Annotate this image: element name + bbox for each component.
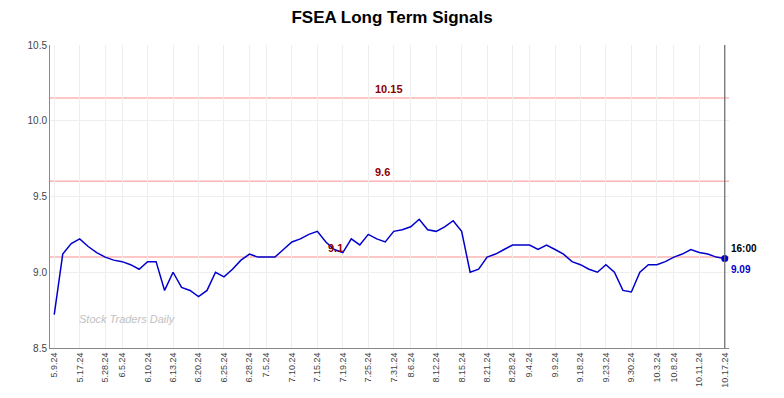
svg-text:8.12.24: 8.12.24: [431, 353, 441, 383]
svg-text:7.15.24: 7.15.24: [312, 353, 322, 383]
svg-text:8.28.24: 8.28.24: [507, 353, 517, 383]
svg-text:5.9.24: 5.9.24: [49, 353, 59, 378]
svg-text:9.6: 9.6: [375, 166, 390, 178]
svg-text:6.25.24: 6.25.24: [219, 353, 229, 383]
svg-text:9.30.24: 9.30.24: [626, 353, 636, 383]
svg-text:9.1: 9.1: [328, 242, 343, 254]
svg-text:10.5: 10.5: [28, 40, 48, 51]
svg-text:7.25.24: 7.25.24: [363, 353, 373, 383]
svg-text:5.17.24: 5.17.24: [75, 353, 85, 383]
svg-text:10.15: 10.15: [375, 83, 403, 95]
svg-text:5.28.24: 5.28.24: [100, 353, 110, 383]
svg-text:9.0: 9.0: [33, 267, 47, 278]
svg-text:6.5.24: 6.5.24: [117, 353, 127, 378]
svg-text:FSEA Long Term Signals: FSEA Long Term Signals: [291, 8, 492, 27]
svg-text:10.17.24: 10.17.24: [720, 353, 730, 388]
svg-text:7.31.24: 7.31.24: [389, 353, 399, 383]
svg-text:10.8.24: 10.8.24: [669, 353, 679, 383]
svg-text:9.18.24: 9.18.24: [575, 353, 585, 383]
svg-text:9.23.24: 9.23.24: [601, 353, 611, 383]
svg-text:9.09: 9.09: [731, 264, 751, 275]
svg-text:8.6.24: 8.6.24: [406, 353, 416, 378]
svg-text:Stock Traders Daily: Stock Traders Daily: [79, 313, 176, 325]
svg-text:9.4.24: 9.4.24: [524, 353, 534, 378]
svg-text:10.11.24: 10.11.24: [694, 353, 704, 387]
svg-text:6.13.24: 6.13.24: [168, 353, 178, 383]
svg-text:6.10.24: 6.10.24: [143, 353, 153, 383]
svg-text:9.5: 9.5: [33, 191, 47, 202]
svg-text:10.3.24: 10.3.24: [652, 353, 662, 383]
svg-text:7.5.24: 7.5.24: [261, 353, 271, 378]
svg-text:16:00: 16:00: [731, 243, 757, 254]
svg-text:6.28.24: 6.28.24: [244, 353, 254, 383]
svg-text:8.21.24: 8.21.24: [482, 353, 492, 383]
svg-text:7.19.24: 7.19.24: [338, 353, 348, 383]
svg-text:7.10.24: 7.10.24: [287, 353, 297, 383]
svg-text:9.9.24: 9.9.24: [550, 353, 560, 378]
svg-text:8.5: 8.5: [33, 343, 47, 354]
svg-text:6.20.24: 6.20.24: [193, 353, 203, 383]
svg-text:8.15.24: 8.15.24: [457, 353, 467, 383]
svg-text:10.0: 10.0: [28, 115, 48, 126]
